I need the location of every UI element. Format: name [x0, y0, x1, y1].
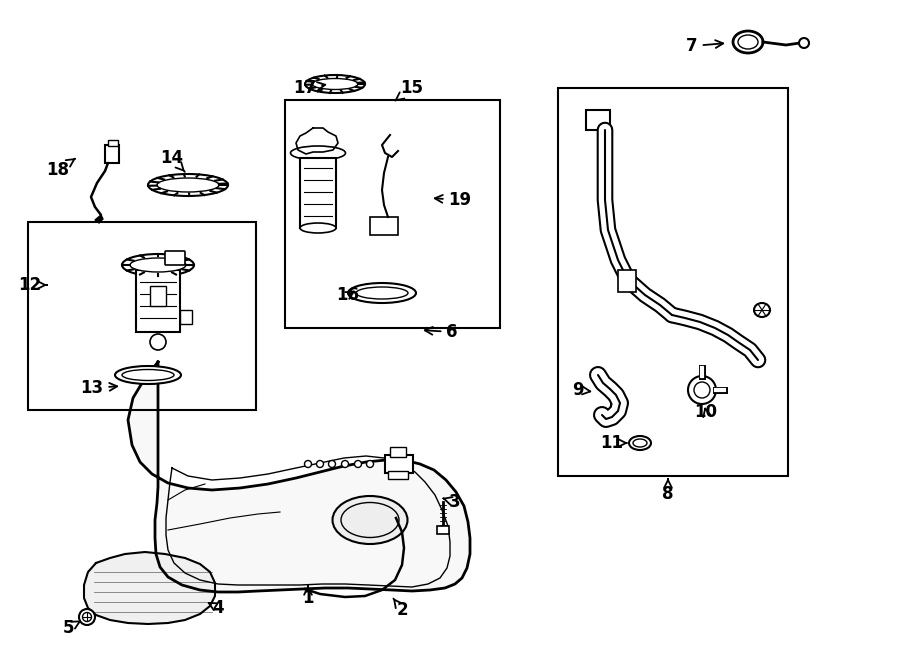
Text: 3: 3: [444, 493, 461, 511]
Bar: [105, 145, 119, 163]
Bar: [300, 158, 336, 228]
Ellipse shape: [688, 376, 716, 404]
Ellipse shape: [733, 31, 763, 53]
Ellipse shape: [694, 382, 710, 398]
Text: 2: 2: [393, 598, 408, 619]
Polygon shape: [296, 128, 338, 154]
Ellipse shape: [332, 496, 408, 544]
Polygon shape: [128, 362, 470, 592]
Text: 11: 11: [600, 434, 626, 452]
Ellipse shape: [148, 174, 228, 196]
Bar: [285, 100, 500, 328]
Ellipse shape: [305, 75, 365, 93]
Text: 8: 8: [662, 479, 674, 503]
Bar: [385, 455, 413, 473]
Circle shape: [79, 609, 95, 625]
Bar: [618, 270, 636, 292]
Ellipse shape: [300, 223, 336, 233]
Bar: [388, 471, 408, 479]
Circle shape: [355, 461, 362, 467]
Bar: [390, 447, 406, 457]
Ellipse shape: [122, 254, 194, 276]
Bar: [136, 270, 180, 332]
Circle shape: [304, 461, 311, 467]
Bar: [586, 110, 610, 130]
Bar: [150, 286, 166, 306]
Circle shape: [328, 461, 336, 467]
Ellipse shape: [291, 146, 346, 160]
Ellipse shape: [754, 303, 770, 317]
Text: 18: 18: [47, 159, 75, 179]
Ellipse shape: [629, 436, 651, 450]
Text: 10: 10: [695, 403, 717, 421]
Ellipse shape: [312, 79, 358, 89]
FancyBboxPatch shape: [165, 251, 185, 265]
Ellipse shape: [633, 439, 647, 447]
Circle shape: [366, 461, 373, 467]
Ellipse shape: [115, 366, 181, 384]
Text: 17: 17: [293, 79, 325, 97]
Text: 9: 9: [572, 381, 590, 399]
Bar: [370, 217, 398, 235]
Circle shape: [341, 461, 348, 467]
Polygon shape: [95, 215, 103, 223]
Bar: [437, 526, 449, 534]
Circle shape: [317, 461, 323, 467]
Bar: [28, 222, 256, 410]
Bar: [558, 88, 788, 476]
Circle shape: [799, 38, 809, 48]
Text: 4: 4: [209, 599, 224, 617]
Circle shape: [150, 334, 166, 350]
Text: 16: 16: [337, 286, 359, 304]
Bar: [180, 310, 192, 324]
Polygon shape: [84, 552, 215, 624]
Text: 19: 19: [435, 191, 472, 209]
Text: 12: 12: [18, 276, 47, 294]
Text: 5: 5: [62, 619, 80, 637]
Text: 6: 6: [425, 323, 458, 341]
Ellipse shape: [348, 283, 416, 303]
Text: 13: 13: [80, 379, 117, 397]
Ellipse shape: [130, 258, 186, 272]
Text: 15: 15: [395, 79, 424, 100]
Text: 1: 1: [302, 586, 314, 607]
Text: 14: 14: [160, 149, 184, 172]
Bar: [108, 140, 118, 146]
Ellipse shape: [157, 178, 219, 192]
Text: 7: 7: [686, 37, 724, 55]
Ellipse shape: [738, 35, 758, 49]
